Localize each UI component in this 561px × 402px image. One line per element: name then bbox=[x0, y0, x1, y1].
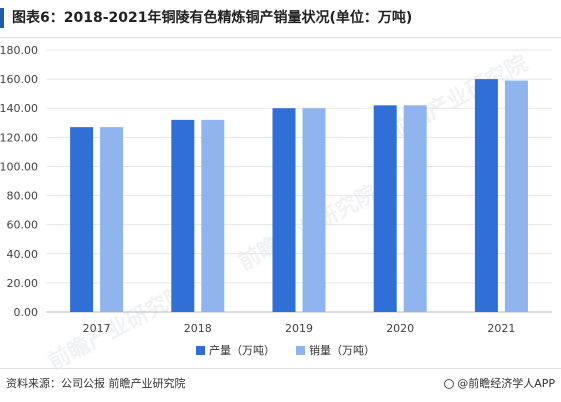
legend-swatch-production bbox=[196, 346, 205, 355]
y-tick-label: 0.00 bbox=[14, 306, 39, 319]
bar-sales-2020 bbox=[403, 105, 427, 312]
legend-swatch-sales bbox=[296, 346, 305, 355]
x-tick-label: 2017 bbox=[83, 322, 111, 335]
legend-label-sales: 销量（万吨） bbox=[309, 344, 375, 357]
bar-sales-2019 bbox=[302, 108, 326, 312]
title-divider bbox=[0, 37, 561, 38]
y-tick-label: 60.00 bbox=[7, 219, 39, 232]
footer-divider bbox=[0, 368, 561, 369]
y-tick-label: 80.00 bbox=[7, 190, 39, 203]
title-bar: 图表6：2018-2021年铜陵有色精炼铜产销量状况(单位：万吨) bbox=[0, 0, 561, 38]
bar-production-2021 bbox=[474, 79, 498, 312]
legend-label-production: 产量（万吨） bbox=[209, 344, 275, 357]
brand-logo-icon bbox=[444, 379, 455, 389]
bar-production-2019 bbox=[272, 108, 296, 312]
bar-sales-2021 bbox=[504, 80, 528, 312]
brand-credit: @前瞻经济学人APP bbox=[444, 375, 555, 391]
x-tick-label: 2019 bbox=[285, 322, 313, 335]
legend-item-sales: 销量（万吨） bbox=[296, 342, 375, 360]
y-tick-label: 140.00 bbox=[0, 102, 38, 115]
x-tick-label: 2018 bbox=[184, 322, 212, 335]
y-tick-label: 20.00 bbox=[7, 277, 39, 290]
bar-sales-2017 bbox=[100, 127, 124, 313]
y-tick-label: 100.00 bbox=[0, 160, 38, 173]
bar-chart: 0.00 20.00 40.00 60.00 80.00 100.00 120.00 140.… bbox=[0, 44, 552, 335]
bar-production-2018 bbox=[171, 119, 195, 312]
source-note: 资料来源：公司公报 前瞻产业研究院 bbox=[6, 377, 186, 390]
y-tick-label: 160.00 bbox=[0, 73, 38, 86]
brand-label: @前瞻经济学人APP bbox=[457, 377, 555, 390]
chart-title: 图表6：2018-2021年铜陵有色精炼铜产销量状况(单位：万吨) bbox=[12, 10, 413, 26]
bar-production-2017 bbox=[70, 127, 94, 313]
x-tick-label: 2021 bbox=[487, 322, 515, 335]
y-tick-label: 40.00 bbox=[7, 248, 39, 261]
legend-item-production: 产量（万吨） bbox=[196, 342, 275, 360]
bar-production-2020 bbox=[373, 105, 397, 312]
x-tick-label: 2020 bbox=[386, 322, 414, 335]
y-tick-label: 120.00 bbox=[0, 131, 38, 144]
chart-legend: 产量（万吨） 销量（万吨） bbox=[0, 342, 561, 360]
bar-sales-2018 bbox=[201, 119, 225, 312]
y-tick-label: 180.00 bbox=[0, 44, 38, 57]
title-accent-bar bbox=[0, 8, 4, 28]
